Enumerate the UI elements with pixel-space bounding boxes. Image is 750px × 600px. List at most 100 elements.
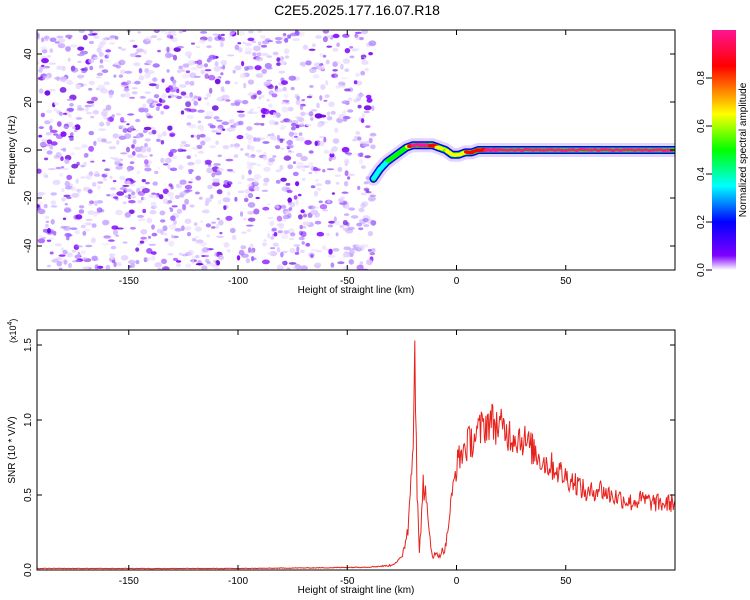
- noise-speckle: [301, 168, 306, 172]
- noise-speckle: [263, 177, 270, 183]
- noise-speckle: [334, 174, 342, 177]
- noise-speckle: [208, 54, 217, 60]
- noise-speckle: [45, 223, 49, 228]
- noise-speckle: [319, 52, 323, 57]
- noise-speckle: [137, 191, 146, 196]
- noise-speckle: [274, 37, 283, 41]
- snr-x-label: Height of straight line (km): [298, 585, 415, 596]
- noise-speckle: [265, 135, 270, 138]
- noise-speckle: [246, 134, 253, 140]
- noise-speckle: [366, 97, 373, 103]
- noise-speckle: [106, 194, 111, 197]
- track-point: [567, 148, 572, 152]
- noise-speckle: [184, 80, 191, 85]
- noise-speckle: [124, 92, 131, 98]
- noise-speckle: [233, 122, 237, 129]
- noise-speckle: [122, 241, 128, 244]
- noise-speckle: [276, 62, 281, 66]
- x-tick-label: 50: [560, 276, 572, 287]
- noise-speckle: [64, 232, 72, 237]
- noise-speckle: [136, 153, 144, 158]
- noise-speckle: [256, 163, 261, 167]
- noise-speckle: [101, 110, 108, 117]
- noise-speckle: [91, 96, 98, 102]
- noise-speckle: [214, 170, 222, 176]
- snr-scale-base: (x10: [8, 325, 18, 343]
- noise-speckle: [135, 118, 141, 123]
- noise-speckle: [119, 69, 126, 75]
- noise-speckle: [131, 91, 138, 95]
- noise-speckle: [135, 259, 140, 265]
- noise-speckle: [310, 185, 316, 189]
- noise-speckle: [75, 178, 79, 184]
- noise-speckle: [99, 41, 107, 46]
- noise-speckle: [312, 43, 316, 48]
- noise-speckle: [56, 65, 63, 71]
- noise-speckle: [88, 130, 95, 136]
- noise-speckle: [276, 134, 280, 141]
- noise-speckle: [101, 37, 107, 42]
- noise-speckle: [268, 157, 276, 163]
- noise-speckle: [298, 132, 303, 137]
- noise-speckle: [200, 220, 204, 223]
- noise-speckle: [167, 125, 173, 131]
- noise-speckle: [272, 135, 277, 142]
- noise-speckle: [197, 109, 205, 113]
- noise-speckle: [367, 248, 372, 252]
- noise-speckle: [255, 56, 264, 62]
- noise-speckle: [364, 155, 371, 159]
- noise-speckle: [348, 249, 355, 255]
- noise-speckle: [44, 65, 50, 69]
- noise-speckle: [296, 246, 300, 253]
- noise-speckle: [45, 131, 52, 136]
- noise-speckle: [116, 140, 120, 145]
- noise-speckle: [81, 250, 86, 255]
- noise-speckle: [255, 196, 260, 200]
- noise-speckle: [322, 209, 328, 212]
- noise-speckle: [267, 40, 274, 43]
- track-point: [618, 148, 623, 152]
- x-tick-label: -100: [228, 576, 248, 587]
- noise-speckle: [353, 98, 359, 103]
- noise-speckle: [89, 200, 95, 205]
- noise-speckle: [128, 209, 135, 215]
- noise-speckle: [222, 64, 226, 70]
- noise-speckle: [284, 37, 289, 43]
- noise-speckle: [316, 102, 320, 109]
- noise-speckle: [348, 207, 355, 211]
- noise-speckle: [241, 231, 247, 234]
- noise-speckle: [319, 204, 328, 210]
- noise-speckle: [315, 35, 322, 39]
- noise-speckle: [240, 245, 247, 250]
- noise-speckle: [313, 62, 322, 67]
- noise-speckle: [218, 254, 224, 261]
- track-point: [607, 148, 612, 152]
- noise-speckle: [289, 247, 296, 254]
- noise-speckle: [49, 251, 54, 255]
- noise-speckle: [80, 224, 86, 229]
- noise-speckle: [187, 232, 191, 237]
- noise-speckle: [149, 154, 153, 157]
- noise-speckle: [347, 173, 355, 176]
- snr-x-ticks: -150 -100 -50 0 50: [119, 330, 572, 587]
- noise-speckle: [296, 116, 305, 123]
- noise-speckle: [113, 261, 117, 268]
- noise-speckle: [98, 64, 104, 69]
- noise-speckle: [74, 230, 80, 235]
- track-point: [534, 148, 539, 152]
- noise-speckle: [37, 32, 40, 38]
- noise-speckle: [146, 248, 153, 254]
- noise-speckle: [129, 53, 137, 57]
- noise-speckle: [139, 96, 147, 99]
- noise-speckle: [366, 259, 373, 266]
- colorbar-ticks: 0.0 0.2 0.4 0.6 0.8: [696, 71, 712, 277]
- x-tick-label: -50: [340, 576, 355, 587]
- noise-speckle: [261, 52, 269, 57]
- track-point: [628, 148, 634, 152]
- noise-speckle: [360, 165, 366, 169]
- noise-speckle: [191, 259, 195, 265]
- noise-speckle: [82, 34, 88, 41]
- noise-speckle: [141, 179, 146, 183]
- noise-speckle: [213, 65, 221, 72]
- noise-speckle: [189, 178, 194, 183]
